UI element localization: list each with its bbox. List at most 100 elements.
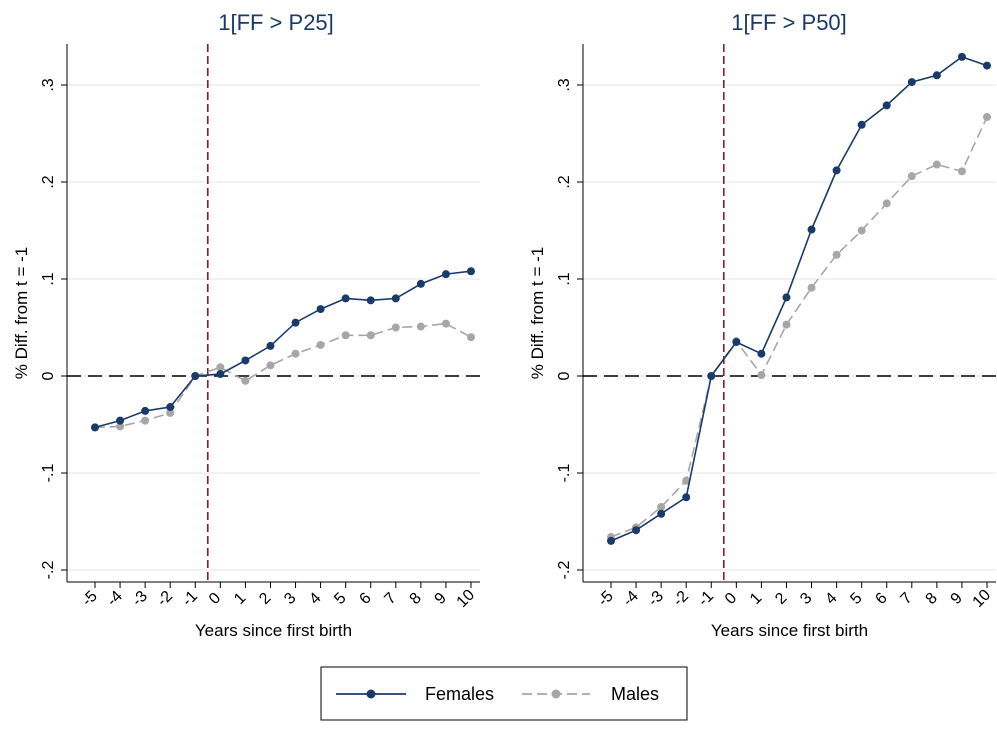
data-point-males <box>416 322 425 331</box>
data-point-females <box>341 294 350 303</box>
x-tick-label: -5 <box>79 588 101 610</box>
legend-label-females: Females <box>425 684 494 704</box>
data-point-females <box>657 509 666 518</box>
data-point-males <box>266 361 275 370</box>
y-tick-label: -.1 <box>40 464 57 483</box>
data-point-males <box>932 160 941 169</box>
panel-right: 1[FF > P50] -.2 -.1 0 .1 .2 .3 % Diff. from t =… <box>528 10 996 640</box>
y-tick-label: -.1 <box>556 464 573 483</box>
y-tick-label: 0 <box>40 371 57 380</box>
data-point-females <box>141 406 150 415</box>
data-point-females <box>757 349 766 358</box>
data-point-females <box>216 370 225 379</box>
data-point-females <box>91 423 99 432</box>
y-tick-label: .1 <box>556 272 573 285</box>
y-tick-label: -.2 <box>40 561 57 580</box>
data-point-males <box>983 113 991 122</box>
data-point-males <box>682 476 691 485</box>
x-tick-label: 6 <box>872 590 890 608</box>
y-tick-label: 0 <box>556 371 573 380</box>
y-axis-label: % Diff. from t = -1 <box>12 247 31 379</box>
x-tick-label: -1 <box>695 588 717 610</box>
x-tick-label: 4 <box>822 590 840 608</box>
y-tick-label: .2 <box>556 175 573 188</box>
series-line-females <box>94 270 472 429</box>
data-point-males <box>116 422 125 431</box>
x-tick-label: -4 <box>620 588 642 610</box>
data-point-males <box>957 167 966 176</box>
data-point-females <box>957 52 966 61</box>
x-tick-label: 4 <box>306 590 324 608</box>
x-tick-label: 5 <box>847 590 865 608</box>
data-point-females <box>907 78 916 87</box>
data-point-females <box>391 294 400 303</box>
series-line-males <box>610 116 988 538</box>
x-tick-label: 9 <box>432 590 450 608</box>
x-tick-label: -3 <box>645 588 667 610</box>
x-tick-label: 7 <box>381 590 399 608</box>
x-tick-label: 1 <box>747 590 765 608</box>
y-tick-label: .1 <box>40 272 57 285</box>
data-point-females <box>882 101 891 110</box>
data-point-females <box>441 270 450 279</box>
data-point-males <box>467 333 475 342</box>
data-point-males <box>807 283 816 292</box>
data-point-females <box>191 372 200 380</box>
x-tick-label: 3 <box>281 590 299 608</box>
legend-marker-males <box>551 689 561 699</box>
x-tick-label: 10 <box>970 586 995 611</box>
data-point-males <box>857 226 866 235</box>
panel-title: 1[FF > P25] <box>218 10 334 35</box>
data-point-females <box>857 120 866 129</box>
x-tick-label: 8 <box>407 590 425 608</box>
data-point-males <box>166 408 175 417</box>
data-point-males <box>341 331 350 340</box>
data-point-females <box>316 305 325 314</box>
data-point-males <box>291 349 300 358</box>
data-point-females <box>467 267 475 276</box>
data-point-males <box>141 416 150 425</box>
data-point-females <box>241 356 250 365</box>
series-line-females <box>610 56 988 542</box>
data-point-males <box>316 340 325 349</box>
data-point-males <box>757 371 766 380</box>
x-tick-label: 2 <box>256 590 274 608</box>
data-point-males <box>882 199 891 208</box>
data-point-females <box>932 71 941 80</box>
panel-title: 1[FF > P50] <box>731 10 847 35</box>
x-tick-label: -3 <box>129 588 151 610</box>
x-tick-label: -2 <box>670 588 692 610</box>
data-point-males <box>241 376 250 385</box>
x-tick-label: 3 <box>797 590 815 608</box>
x-tick-label: 7 <box>897 590 915 608</box>
data-point-females <box>807 225 816 234</box>
y-tick-label: .3 <box>40 78 57 91</box>
x-tick-label: 6 <box>356 590 374 608</box>
x-tick-label: 5 <box>331 590 349 608</box>
x-tick-label: 1 <box>231 590 249 608</box>
legend-marker-females <box>366 689 376 699</box>
data-point-females <box>632 526 641 535</box>
data-point-females <box>682 493 691 502</box>
x-axis-label: Years since first birth <box>711 621 868 640</box>
x-tick-label: -5 <box>595 588 617 610</box>
data-point-females <box>782 293 791 302</box>
data-point-males <box>441 319 450 328</box>
x-tick-label: 0 <box>722 590 740 608</box>
data-point-females <box>116 416 125 425</box>
panel-left: 1[FF > P25] -.2 -.1 0 .1 .2 .3 % Diff. from t =… <box>12 10 480 640</box>
data-point-males <box>832 250 841 259</box>
y-tick-label: .2 <box>40 175 57 188</box>
data-point-females <box>832 166 841 175</box>
data-point-males <box>782 320 791 329</box>
data-point-females <box>416 279 425 288</box>
data-point-males <box>391 323 400 332</box>
data-point-males <box>216 363 225 372</box>
x-tick-label: -4 <box>104 588 126 610</box>
x-tick-label: -1 <box>179 588 201 610</box>
data-point-males <box>907 172 916 181</box>
data-point-females <box>983 61 991 70</box>
data-point-females <box>607 536 615 545</box>
x-tick-label: 8 <box>923 590 941 608</box>
